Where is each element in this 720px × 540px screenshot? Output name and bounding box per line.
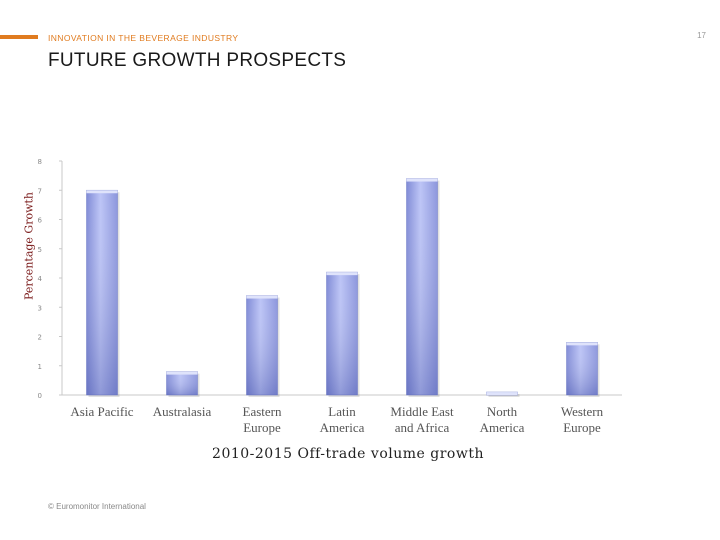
y-tick-label: 1 <box>38 363 42 371</box>
bar-shade <box>326 272 358 395</box>
bar-shade <box>246 295 278 395</box>
x-tick-label: Eastern <box>243 404 282 419</box>
y-tick-label: 2 <box>38 334 42 342</box>
bar-shade <box>406 178 438 395</box>
y-tick-label: 7 <box>38 187 42 195</box>
bar-cap <box>246 295 278 299</box>
y-tick-label: 8 <box>38 158 42 166</box>
bar-shade <box>166 371 198 395</box>
y-tick-label: 6 <box>38 217 43 225</box>
bar-shade <box>566 342 598 395</box>
x-tick-label: Western <box>561 404 604 419</box>
bar-shadow <box>488 394 520 397</box>
x-axis-title: 2010-2015 Off-trade volume growth <box>212 446 484 462</box>
y-tick-label: 4 <box>38 275 43 283</box>
x-tick-label: and Africa <box>395 420 450 435</box>
source-footer: © Euromonitor International <box>48 502 146 511</box>
bar-cap <box>566 342 598 346</box>
x-tick-label: America <box>320 420 365 435</box>
x-tick-label: Europe <box>563 420 601 435</box>
accent-bar <box>0 35 38 39</box>
x-tick-label: North <box>487 404 518 419</box>
y-tick-label: 5 <box>38 246 42 254</box>
x-tick-label: Asia Pacific <box>70 404 133 419</box>
bar-shade <box>86 190 118 395</box>
bar-cap <box>86 190 118 194</box>
slide-title: FUTURE GROWTH PROSPECTS <box>48 50 347 71</box>
x-tick-label: Europe <box>243 420 281 435</box>
bar-cap <box>486 392 518 395</box>
x-tick-label: America <box>480 420 525 435</box>
section-kicker: INNOVATION IN THE BEVERAGE INDUSTRY <box>48 33 239 43</box>
y-tick-label: 3 <box>38 304 42 312</box>
y-tick-label: 0 <box>38 392 42 400</box>
bar-cap <box>326 272 358 276</box>
page-number: 17 <box>697 31 706 40</box>
bar-cap <box>406 178 438 182</box>
x-tick-label: Latin <box>328 404 356 419</box>
x-tick-label: Australasia <box>153 404 212 419</box>
bar-cap <box>166 371 198 375</box>
x-tick-label: Middle East <box>390 404 454 419</box>
